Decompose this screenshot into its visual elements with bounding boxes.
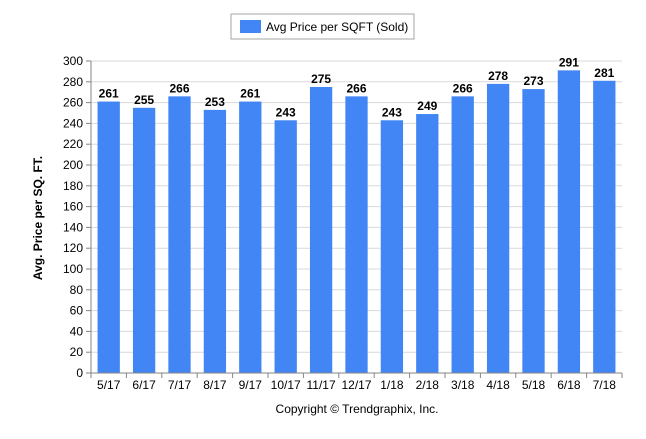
y-tick-label: 260	[63, 96, 83, 110]
bar	[416, 114, 439, 373]
x-tick-label: 5/18	[522, 378, 546, 392]
data-label: 275	[311, 72, 331, 86]
legend: Avg Price per SQFT (Sold)	[230, 13, 415, 40]
y-tick-label: 20	[70, 345, 84, 359]
x-tick-label: 10/17	[271, 378, 301, 392]
y-tick-label: 200	[63, 158, 83, 172]
bar	[168, 96, 191, 374]
x-tick-label: 5/17	[97, 378, 121, 392]
y-tick-label: 240	[63, 116, 83, 130]
bar	[239, 101, 262, 373]
data-label: 266	[169, 81, 189, 95]
data-label: 255	[134, 93, 154, 107]
data-label: 243	[382, 105, 402, 119]
bar	[132, 107, 156, 374]
x-tick-label: 6/18	[557, 378, 581, 392]
y-tick-label: 140	[63, 220, 83, 234]
data-label: 281	[594, 66, 614, 80]
y-tick-label: 220	[63, 137, 83, 151]
bar	[522, 89, 545, 373]
axes	[90, 61, 622, 374]
bar	[345, 96, 368, 374]
bar	[486, 83, 510, 373]
x-tick-label: 8/17	[203, 378, 227, 392]
y-tick-label: 280	[63, 75, 83, 89]
legend-swatch	[240, 20, 261, 33]
data-label: 291	[559, 55, 579, 69]
bar	[380, 120, 404, 373]
y-axis-ticks: 0 20 40 60 80 100 120 140 160 180 200 220 240 260 280 3…	[63, 54, 91, 380]
x-tick-label: 7/18	[593, 378, 617, 392]
y-tick-label: 80	[70, 283, 84, 297]
bar	[203, 109, 227, 373]
y-axis-label: Avg. Price per SQ. FT.	[31, 156, 45, 280]
y-tick-label: 100	[63, 262, 83, 276]
data-label: 243	[276, 105, 296, 119]
bar	[593, 80, 616, 373]
bar	[451, 96, 474, 374]
legend-frame	[230, 13, 415, 40]
x-tick-label: 3/18	[451, 378, 475, 392]
legend-label: Avg Price per SQFT (Sold)	[266, 20, 408, 34]
data-label: 249	[417, 99, 437, 113]
x-tick-label: 6/17	[132, 378, 156, 392]
bar	[274, 120, 297, 373]
x-tick-label: 4/18	[486, 378, 510, 392]
data-label: 278	[488, 69, 508, 83]
bars: 261 255 266 253 261 243 275 266 243 249 266 278 273 2…	[97, 55, 616, 374]
x-tick-label: 7/17	[168, 378, 192, 392]
y-tick-label: 120	[63, 241, 83, 255]
bar	[309, 87, 333, 373]
y-tick-label: 160	[63, 200, 83, 214]
data-label: 273	[523, 74, 543, 88]
x-tick-label: 1/18	[380, 378, 404, 392]
x-tick-label: 2/18	[416, 378, 440, 392]
y-tick-label: 0	[76, 366, 83, 380]
x-axis-ticks: 5/17 6/17 7/17 8/17 9/17 10/17 11/17 12/17 1/18 2…	[90, 373, 623, 392]
y-tick-label: 300	[63, 54, 83, 68]
data-label: 253	[205, 95, 225, 109]
y-tick-label: 180	[63, 179, 83, 193]
y-tick-label: 60	[70, 304, 84, 318]
x-tick-label: 9/17	[239, 378, 263, 392]
data-label: 266	[346, 81, 366, 95]
x-tick-label: 11/17	[307, 378, 336, 392]
x-tick-label: 12/17	[341, 378, 371, 392]
copyright-text: Copyright © Trendgraphix, Inc.	[276, 402, 439, 416]
bar	[557, 70, 581, 374]
y-tick-label: 40	[70, 324, 84, 338]
bar	[97, 101, 120, 373]
data-label: 261	[240, 87, 260, 101]
data-label: 261	[99, 87, 119, 101]
data-label: 266	[453, 81, 473, 95]
